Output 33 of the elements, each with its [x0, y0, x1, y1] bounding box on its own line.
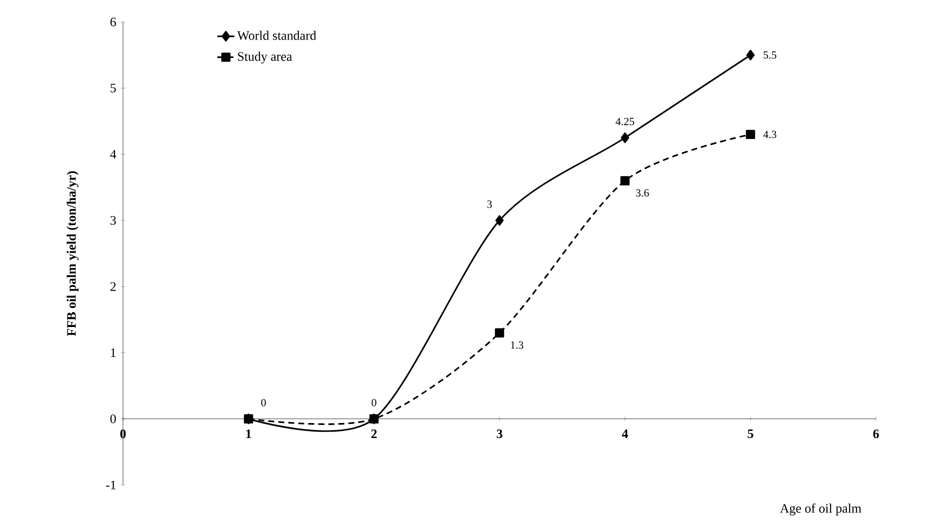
y-tick-label: 3: [110, 216, 116, 225]
point: [620, 132, 630, 144]
data-label: 5.5: [764, 51, 776, 59]
data-label: 0: [372, 398, 376, 406]
x-tick-label: 1: [246, 429, 252, 438]
point: [746, 50, 755, 60]
x-tick-label: 0: [120, 429, 126, 438]
x-tick-label: 5: [748, 429, 754, 438]
y-tick-label: 6: [110, 18, 116, 26]
legend-label: World standard: [237, 30, 316, 40]
x-axis-title: Age of oil palm: [780, 503, 862, 516]
point: [495, 215, 504, 226]
data-label: 4.3: [763, 130, 776, 138]
x-tick-label: 2: [371, 429, 377, 438]
y-tick-label: 2: [110, 282, 116, 291]
x-tick-label: 6: [873, 429, 879, 438]
y-tick-label: 0: [110, 414, 116, 424]
y-tick-label: -1: [106, 480, 116, 490]
point: [620, 176, 630, 186]
data-label: 1.3: [510, 341, 524, 349]
y-tick-label: 1: [111, 348, 116, 357]
data-label: 0: [261, 398, 266, 406]
x-tick-label: 3: [496, 429, 502, 438]
point: [494, 328, 504, 338]
legend-label: Study area: [238, 52, 292, 64]
x-tick-label: 4: [622, 429, 628, 438]
y-axis-title: FFB oil palm yield (ton/ha/yr): [66, 171, 78, 336]
y-tick-label: 4: [110, 150, 116, 159]
y-tick-label: 5: [110, 84, 116, 92]
point: [746, 130, 756, 140]
data-label: 3.6: [636, 189, 649, 197]
data-label: 4.25: [616, 118, 634, 126]
data-label: 3: [487, 200, 492, 208]
